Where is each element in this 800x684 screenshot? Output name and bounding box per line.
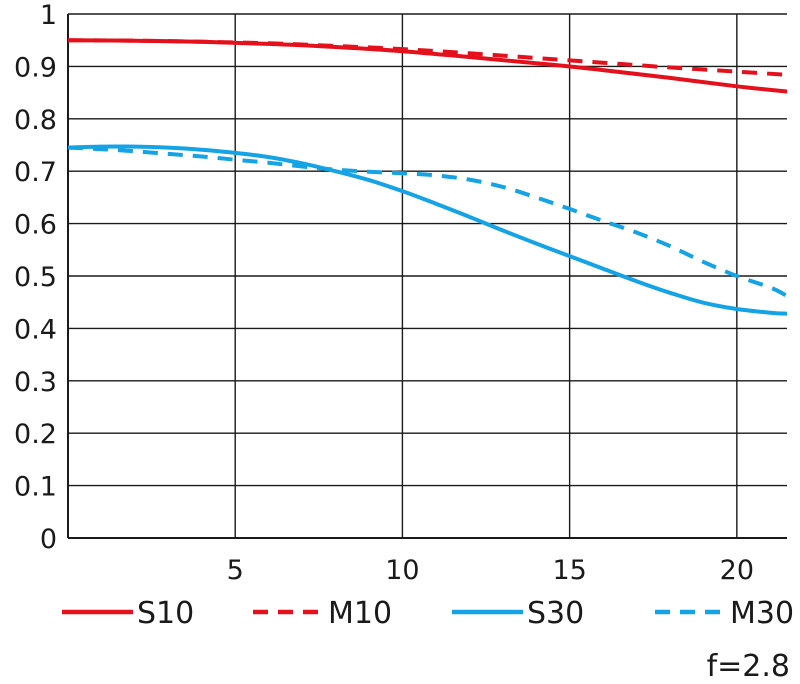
- x-tick-label: 20: [720, 555, 754, 586]
- tick-labels: 00.10.20.30.40.50.60.70.80.915 10 15 20: [14, 0, 754, 586]
- x-tick-label: 10: [385, 555, 419, 586]
- y-tick-label: 0.7: [14, 157, 57, 188]
- series-lines: [67, 38, 788, 316]
- legend-label-s30: S30: [527, 596, 584, 631]
- y-tick-label: 0.6: [14, 210, 57, 241]
- y-tick-label: 0.2: [14, 419, 57, 450]
- legend-label-s10: S10: [137, 596, 194, 631]
- y-tick-label: 0.4: [14, 314, 57, 345]
- y-tick-label: 0.5: [14, 262, 57, 293]
- legend: S10 M10 S30 M30: [62, 596, 794, 631]
- legend-label-m30: M30: [730, 596, 794, 631]
- x-tick-label: 5: [227, 555, 244, 586]
- grid: [67, 13, 787, 539]
- x-tick-label: 15: [552, 555, 586, 586]
- legend-label-m10: M10: [328, 596, 392, 631]
- y-tick-label: 0.9: [14, 52, 57, 83]
- y-tick-label: 0.8: [14, 105, 57, 136]
- series-line-m10: [67, 38, 788, 77]
- y-tick-label: 0: [40, 524, 57, 555]
- series-line-s30: [67, 144, 788, 316]
- y-tick-label: 1: [40, 0, 57, 31]
- series-line-m30: [67, 145, 788, 298]
- y-tick-label: 0.3: [14, 367, 57, 398]
- y-tick-label: 0.1: [14, 472, 57, 503]
- aperture-annotation: f=2.8: [707, 649, 790, 684]
